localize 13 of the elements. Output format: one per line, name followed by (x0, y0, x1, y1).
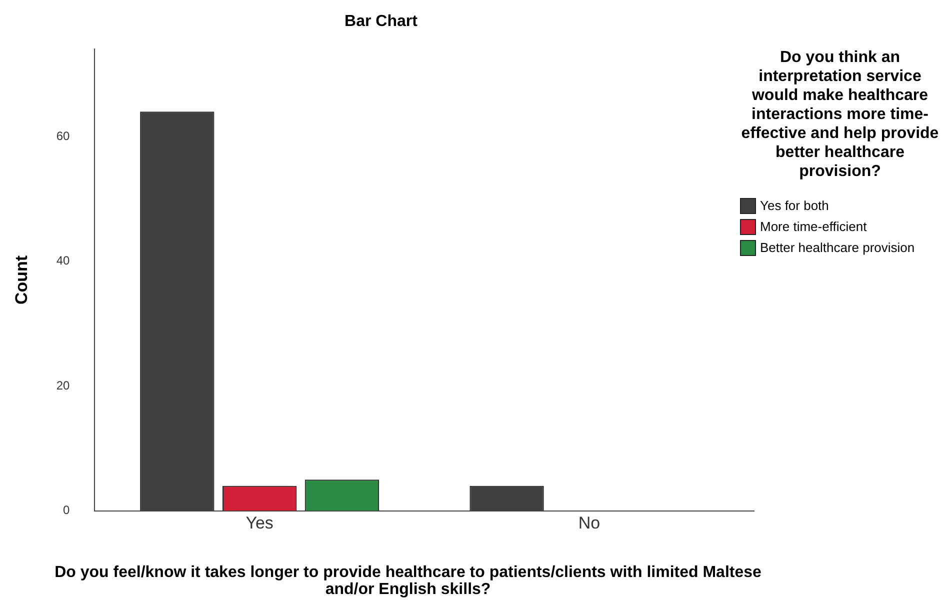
legend-label: Better healthcare provision (760, 240, 915, 255)
x-tick-label: No (578, 514, 600, 533)
y-tick-label: 60 (56, 128, 70, 143)
legend-title: Do you think an interpretation service would make healthcare interactions more time-effective and help provide better healthcare provision? (740, 48, 940, 181)
y-tick-label: 0 (63, 503, 70, 518)
chart-title: Bar Chart (344, 13, 418, 30)
legend-label: More time-efficient (760, 219, 867, 234)
legend-label: Yes for both (760, 198, 829, 213)
y-tick-label: 20 (56, 378, 70, 392)
x-axis-title: Do you feel/know it takes longer to provide healthcare to patients/clients with limited Maltese and/or English skills? (54, 564, 762, 598)
y-tick-label: 40 (56, 254, 70, 268)
x-tick-label: Yes (246, 514, 274, 533)
y-axis-title: Count (12, 255, 31, 305)
